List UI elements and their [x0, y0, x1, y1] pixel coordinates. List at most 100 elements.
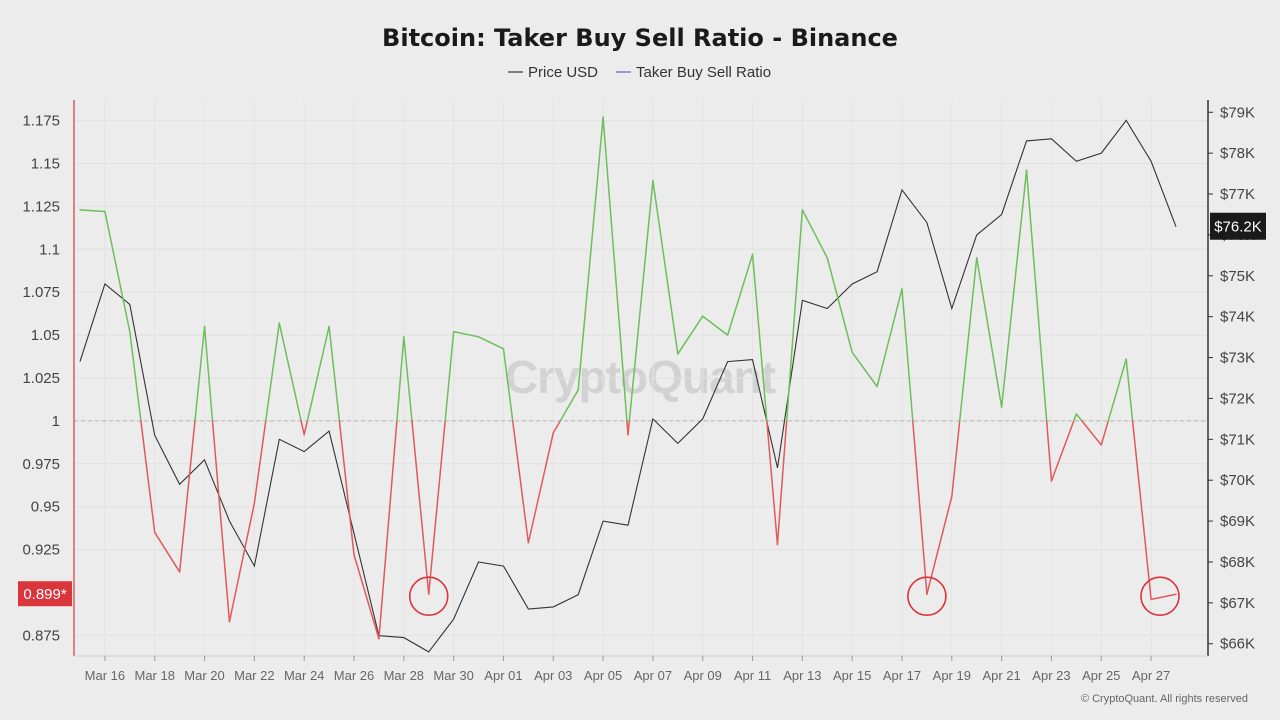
left-value-badge-label: 0.899*: [23, 586, 67, 603]
ratio-segment: [328, 325, 341, 422]
x-tick-label: Apr 03: [534, 668, 572, 683]
ratio-segment: [378, 420, 398, 640]
y-right-tick-label: $68K: [1220, 554, 1255, 571]
annotations: [408, 576, 1180, 617]
x-tick-label: Apr 19: [933, 668, 971, 683]
ratio-segment: [851, 351, 878, 388]
y-right-tick-label: $70K: [1220, 472, 1255, 489]
ratio-segment: [396, 336, 405, 422]
y-left-tick-label: 1: [52, 413, 60, 430]
ratio-segment: [1000, 169, 1028, 408]
y-left-tick-label: 0.95: [31, 499, 60, 516]
legend-ratio-label[interactable]: Taker Buy Sell Ratio: [636, 64, 771, 81]
watermark: CryptoQuant: [505, 351, 776, 403]
ratio-segment: [129, 330, 142, 422]
y-left-tick-label: 1.125: [22, 198, 60, 215]
x-tick-label: Apr 23: [1032, 668, 1070, 683]
ratio-segment: [751, 253, 768, 422]
legend[interactable]: Price USD Taker Buy Sell Ratio: [508, 64, 771, 81]
ratio-segment: [958, 257, 978, 422]
ratio-segment: [104, 210, 131, 333]
ratio-segment: [1125, 358, 1134, 422]
ratio-segment: [353, 554, 380, 640]
ratio-segment: [303, 420, 309, 436]
y-right-tick-label: $72K: [1220, 390, 1255, 407]
x-tick-label: Mar 20: [184, 668, 224, 683]
y-left-tick-label: 0.975: [22, 456, 60, 473]
x-tick-label: Mar 28: [384, 668, 424, 683]
ratio-segment: [211, 420, 231, 623]
ratio-segment: [444, 330, 455, 422]
ratio-segment: [577, 116, 604, 391]
y-left-tick-label: 1.075: [22, 284, 60, 301]
ratio-segment: [701, 315, 729, 336]
x-tick-label: Apr 25: [1082, 668, 1120, 683]
y-left-tick-label: 1.1: [39, 241, 60, 258]
y-left-tick-label: 0.875: [22, 627, 60, 644]
ratio-segment: [300, 420, 305, 436]
x-tick-label: Mar 24: [284, 668, 324, 683]
legend-price-label[interactable]: Price USD: [528, 64, 598, 81]
x-tick-label: Mar 18: [134, 668, 174, 683]
copyright: © CryptoQuant. All rights reserved: [1081, 693, 1248, 705]
ratio-segment: [411, 420, 430, 595]
y-right-tick-label: $66K: [1220, 636, 1255, 653]
annotation-circle: [408, 576, 449, 617]
ratio-segment: [652, 179, 679, 355]
ratio-segment: [1150, 593, 1177, 601]
ratio-segment: [140, 420, 156, 534]
ratio-segment: [427, 420, 446, 595]
x-tick-label: Mar 26: [334, 668, 374, 683]
ratio-segment: [1131, 420, 1152, 601]
ratio-segment: [178, 420, 196, 573]
y-right-tick-label: $73K: [1220, 350, 1255, 367]
x-tick-label: Apr 15: [833, 668, 871, 683]
y-right-tick-label: $74K: [1220, 309, 1255, 326]
x-tick-label: Apr 13: [783, 668, 821, 683]
value-badges: 0.899* $76.2K: [18, 212, 1266, 607]
ratio-segment: [1045, 420, 1053, 482]
grid-lines: [74, 100, 1208, 656]
ratio-segment: [876, 288, 903, 388]
x-tick-label: Apr 27: [1132, 668, 1170, 683]
ratio-segment: [826, 257, 853, 354]
ratio-segment: [477, 336, 505, 350]
ratio-series: [79, 116, 1177, 640]
right-value-badge-label: $76.2K: [1214, 219, 1262, 236]
ratio-segment: [1075, 413, 1083, 422]
x-tick-label: Mar 30: [433, 668, 473, 683]
y-right-tick-label: $79K: [1220, 104, 1255, 121]
annotation-circle: [907, 576, 947, 617]
ratio-segment: [338, 420, 355, 556]
y-right-tick-label: $71K: [1220, 431, 1255, 448]
ratio-segment: [502, 348, 514, 422]
y-left-tick-label: 0.925: [22, 542, 60, 559]
ratio-segment: [627, 420, 631, 436]
ratio-segment: [511, 420, 530, 544]
ratio-segment: [766, 420, 779, 546]
price-line: [79, 119, 1177, 653]
ratio-segment: [901, 288, 914, 422]
axes: [73, 100, 1209, 657]
ratio-segment: [1025, 169, 1048, 422]
ratio-segment: [912, 420, 928, 595]
ratio-segment: [306, 325, 330, 422]
y-left-tick-label: 1.05: [31, 327, 60, 344]
ratio-segment: [265, 322, 281, 422]
ratio-segment: [628, 179, 654, 422]
annotation-circle: [1140, 576, 1180, 617]
ratio-segment: [153, 531, 181, 573]
ratio-segment: [559, 389, 579, 422]
ratio-segment: [1100, 420, 1109, 446]
x-tick-label: Apr 01: [484, 668, 522, 683]
ratio-segment: [527, 432, 555, 544]
ratio-segment: [975, 257, 1003, 408]
ratio-segment: [1107, 358, 1127, 422]
x-tick-label: Apr 21: [982, 668, 1020, 683]
y-right-tick-label: $75K: [1220, 268, 1255, 285]
ratio-segment: [1073, 413, 1078, 422]
ratio-segment: [194, 325, 206, 422]
x-tick-label: Apr 05: [584, 668, 622, 683]
